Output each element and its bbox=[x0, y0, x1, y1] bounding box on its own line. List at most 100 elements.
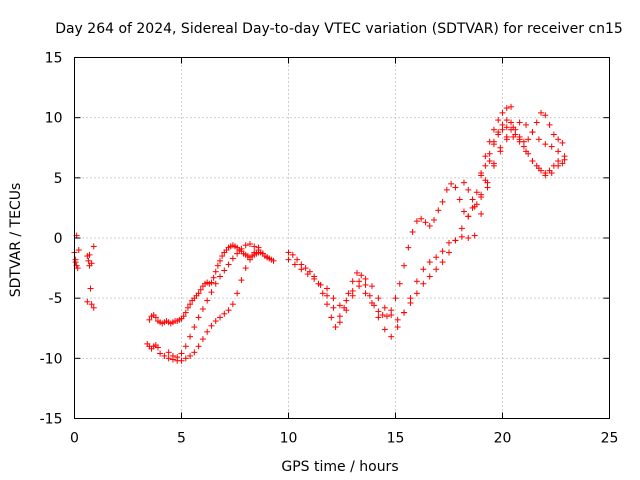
y-tick-label: -15 bbox=[40, 412, 63, 428]
data-point bbox=[182, 309, 189, 316]
data-point bbox=[285, 256, 292, 263]
data-point bbox=[161, 352, 168, 359]
data-point bbox=[486, 157, 493, 164]
data-point bbox=[426, 259, 433, 266]
data-point bbox=[469, 196, 476, 203]
data-point bbox=[221, 310, 228, 317]
data-point bbox=[152, 314, 159, 321]
data-point bbox=[392, 295, 399, 302]
series-seg-a bbox=[146, 242, 277, 327]
data-point bbox=[182, 343, 189, 350]
data-point bbox=[538, 167, 545, 174]
data-point bbox=[165, 349, 172, 356]
x-tick-label: 20 bbox=[494, 431, 512, 447]
data-point bbox=[229, 255, 236, 262]
chart-title: Day 264 of 2024, Sidereal Day-to-day VTE… bbox=[55, 21, 623, 37]
data-point bbox=[490, 162, 497, 169]
data-point bbox=[381, 304, 388, 311]
data-point bbox=[289, 251, 296, 258]
data-point bbox=[546, 121, 553, 128]
data-point bbox=[482, 153, 489, 160]
data-point bbox=[242, 265, 249, 272]
data-point bbox=[443, 186, 450, 193]
data-point bbox=[319, 290, 326, 297]
data-point bbox=[401, 309, 408, 316]
x-tick-label: 25 bbox=[601, 431, 619, 447]
data-point bbox=[439, 248, 446, 255]
data-point bbox=[490, 138, 497, 145]
data-point bbox=[242, 242, 249, 249]
data-point bbox=[456, 196, 463, 203]
data-point bbox=[169, 352, 176, 359]
data-point bbox=[465, 235, 472, 241]
data-point bbox=[409, 228, 416, 235]
data-point bbox=[508, 126, 515, 133]
data-point bbox=[229, 301, 236, 308]
data-point bbox=[285, 249, 292, 256]
data-point bbox=[420, 266, 427, 273]
data-point bbox=[304, 271, 311, 278]
data-point bbox=[482, 162, 489, 169]
data-point bbox=[460, 208, 467, 215]
data-point bbox=[508, 119, 515, 126]
data-point bbox=[503, 105, 510, 112]
data-point bbox=[358, 272, 365, 279]
data-point bbox=[535, 136, 542, 143]
data-point bbox=[401, 262, 408, 269]
data-point bbox=[174, 354, 181, 361]
data-point bbox=[525, 136, 532, 143]
data-point bbox=[433, 254, 440, 261]
data-point bbox=[525, 150, 532, 157]
data-point bbox=[486, 150, 493, 157]
data-point bbox=[452, 184, 459, 191]
data-point bbox=[345, 290, 352, 297]
data-point bbox=[533, 119, 540, 126]
data-point bbox=[503, 133, 510, 140]
data-point bbox=[388, 333, 395, 340]
data-point bbox=[187, 301, 194, 308]
data-point bbox=[452, 237, 459, 244]
data-point bbox=[405, 244, 412, 251]
data-point bbox=[418, 215, 425, 222]
data-point bbox=[448, 180, 455, 187]
data-point bbox=[191, 349, 198, 356]
data-point bbox=[512, 131, 519, 138]
data-point bbox=[85, 257, 92, 264]
data-point bbox=[542, 112, 549, 119]
data-point bbox=[458, 233, 465, 240]
data-point bbox=[328, 314, 335, 321]
data-point bbox=[238, 245, 245, 252]
data-point bbox=[555, 136, 562, 143]
data-point bbox=[473, 201, 480, 208]
data-point bbox=[426, 222, 433, 229]
data-point bbox=[375, 295, 382, 302]
data-point bbox=[478, 172, 485, 179]
data-point bbox=[503, 124, 510, 131]
data-point bbox=[460, 179, 467, 186]
data-point bbox=[197, 286, 204, 293]
y-axis-label: SDTVAR / TECUs bbox=[8, 183, 24, 298]
data-point bbox=[508, 103, 515, 110]
data-point bbox=[199, 305, 206, 312]
data-point bbox=[90, 304, 97, 311]
data-point bbox=[446, 239, 452, 246]
data-point bbox=[426, 273, 433, 280]
data-point bbox=[212, 268, 219, 275]
data-point bbox=[264, 254, 271, 261]
data-point bbox=[234, 250, 241, 257]
data-point bbox=[548, 143, 555, 150]
data-point bbox=[187, 333, 194, 340]
data-point bbox=[238, 277, 245, 284]
data-point bbox=[255, 247, 262, 254]
data-point bbox=[538, 109, 545, 116]
data-point bbox=[251, 243, 258, 250]
ticks-layer: 0 5 10 15 20 25 -15 -10 -5 0 5 10 15 bbox=[40, 51, 619, 447]
data-point bbox=[246, 256, 253, 263]
data-point bbox=[187, 352, 194, 359]
x-tick-label: 5 bbox=[177, 431, 186, 447]
data-point bbox=[332, 324, 339, 331]
data-point bbox=[490, 126, 497, 133]
x-tick-label: 15 bbox=[387, 431, 405, 447]
data-point bbox=[204, 297, 211, 304]
data-point bbox=[178, 357, 185, 364]
